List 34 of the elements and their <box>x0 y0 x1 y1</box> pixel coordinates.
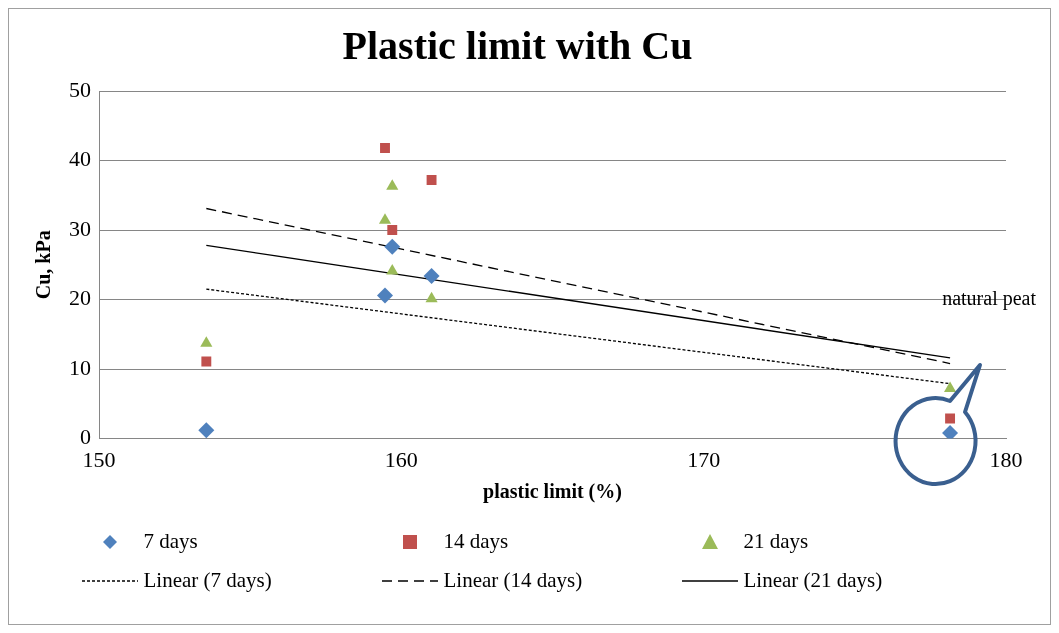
y-tick-label: 30 <box>69 215 91 241</box>
legend-label: 7 days <box>143 529 198 554</box>
x-tick-label: 160 <box>384 446 418 472</box>
point <box>942 425 959 439</box>
point <box>423 267 440 284</box>
legend-label: 21 days <box>743 529 809 554</box>
x-tick-label: 170 <box>687 446 721 472</box>
y-tick-label: 20 <box>69 285 91 311</box>
point <box>380 143 390 153</box>
point <box>387 225 398 235</box>
annotation: natural peat <box>942 286 1037 310</box>
point <box>378 213 392 224</box>
point <box>377 287 394 304</box>
point <box>201 356 212 367</box>
x-axis-title: plastic limit (%) <box>483 480 622 504</box>
y-tick-label: 50 <box>69 76 91 102</box>
point <box>200 336 213 347</box>
point <box>944 381 957 393</box>
point <box>386 179 399 190</box>
y-tick-label: 40 <box>69 146 91 172</box>
point <box>945 413 956 424</box>
point <box>425 291 438 303</box>
point <box>198 422 215 439</box>
legend-label: Linear (21 days) <box>743 568 883 593</box>
legend-label: Linear (14 days) <box>443 568 583 593</box>
point <box>384 238 401 255</box>
legend-label: 14 days <box>443 529 509 554</box>
point <box>386 264 399 275</box>
point <box>426 175 437 185</box>
y-axis-title: Cu, kPa <box>32 230 55 300</box>
chart-title: Plastic limit with Cu <box>342 23 693 69</box>
x-tick-label: 180 <box>989 446 1023 472</box>
legend-label: Linear (7 days) <box>143 568 272 593</box>
y-tick-label: 10 <box>69 354 91 380</box>
